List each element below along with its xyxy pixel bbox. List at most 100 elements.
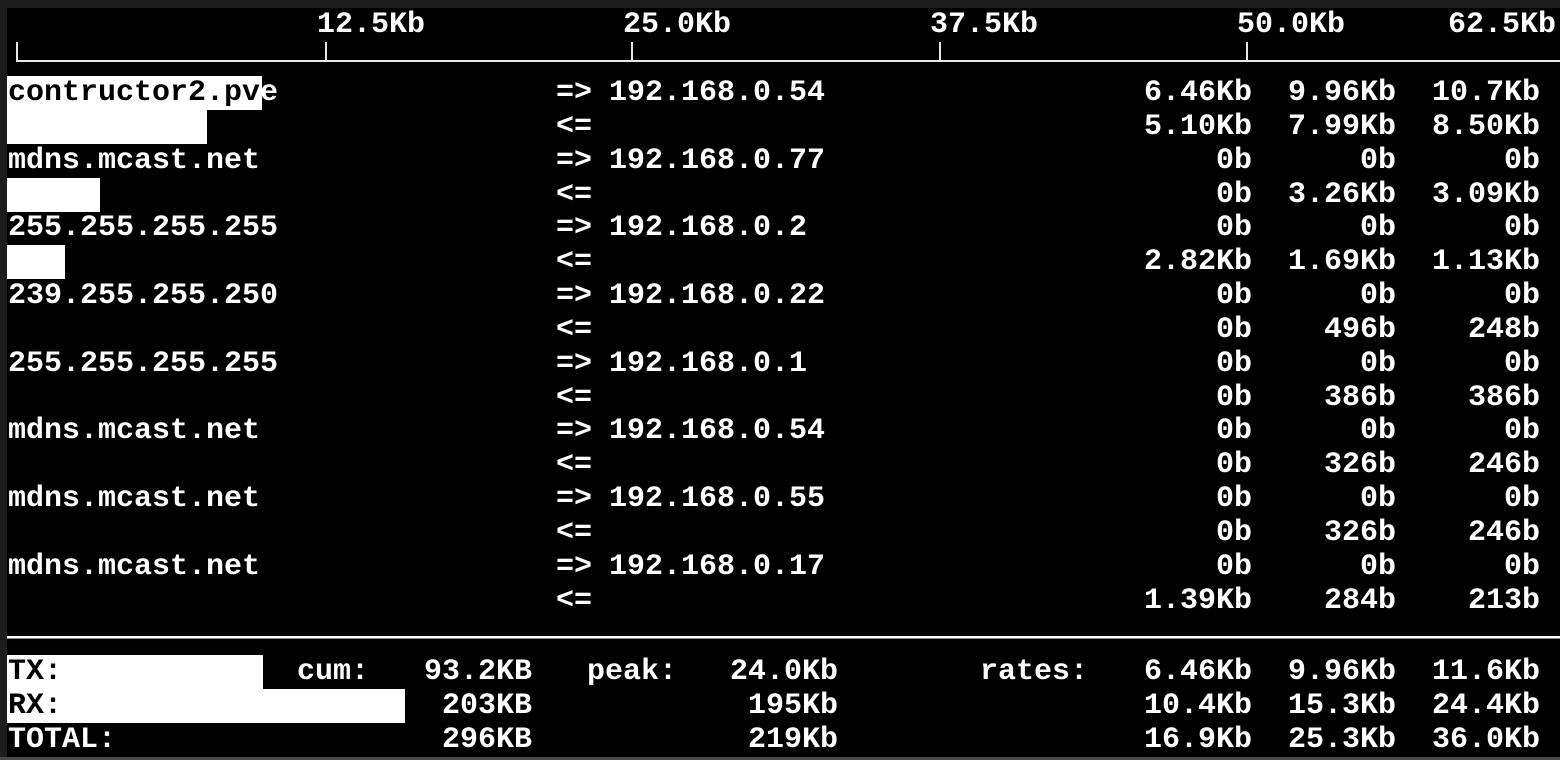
- tx-arrow-icon: =>: [556, 211, 593, 245]
- scale-label-12-5kb: 12.5Kb: [317, 8, 426, 42]
- total-rate-40s: 36.0Kb: [1431, 723, 1540, 757]
- scale-tick-25-0kb: [631, 42, 633, 62]
- scale-tick-12-5kb: [325, 42, 327, 62]
- rate-40s: 3.09Kb: [1431, 178, 1540, 212]
- rate-10s: 284b: [1323, 584, 1396, 618]
- rx-arrow-icon: <=: [556, 448, 593, 482]
- connection-row-rx: <= 0b 326b 246b: [0, 516, 1560, 550]
- tx-label: TX:: [8, 655, 63, 689]
- peer-ip: 192.168.0.17: [609, 550, 826, 584]
- rate-10s: 0b: [1359, 414, 1396, 448]
- peak-header: peak:: [587, 655, 678, 689]
- tx-total-bandwidth-bar: [7, 655, 263, 689]
- connection-row-tx: 255.255.255.255 => 192.168.0.2 0b 0b 0b: [0, 211, 1560, 245]
- tx-bandwidth-bar: [7, 76, 262, 110]
- rate-10s: 0b: [1359, 279, 1396, 313]
- summary-row-rx: RX: 203KB 195Kb 10.4Kb 15.3Kb 24.4Kb: [0, 689, 1560, 723]
- total-cum-value: 296KB: [441, 723, 532, 757]
- rx-arrow-icon: <=: [556, 584, 593, 618]
- rate-40s: 0b: [1503, 347, 1540, 381]
- peer-ip: 192.168.0.1: [609, 347, 808, 381]
- connection-row-rx: <= 0b 326b 246b: [0, 448, 1560, 482]
- source-host: mdns.mcast.net: [8, 144, 261, 178]
- rate-10s: 0b: [1359, 482, 1396, 516]
- rx-bandwidth-bar: [7, 178, 100, 212]
- peer-ip: 192.168.0.22: [609, 279, 826, 313]
- rx-bandwidth-bar: [7, 245, 65, 279]
- rate-40s: 0b: [1503, 550, 1540, 584]
- rate-40s: 0b: [1503, 482, 1540, 516]
- rate-40s: 246b: [1467, 516, 1540, 550]
- terminal-top-edge: [0, 0, 1560, 8]
- rate-10s: 496b: [1323, 313, 1396, 347]
- rate-10s: 7.99Kb: [1287, 110, 1396, 144]
- total-peak-value: 219Kb: [747, 723, 838, 757]
- tx-rate-40s: 11.6Kb: [1431, 655, 1540, 689]
- rate-10s: 0b: [1359, 211, 1396, 245]
- rate-40s: 248b: [1467, 313, 1540, 347]
- connection-row-tx: mdns.mcast.net => 192.168.0.55 0b 0b 0b: [0, 482, 1560, 516]
- rate-2s: 0b: [1215, 313, 1252, 347]
- rate-10s: 3.26Kb: [1287, 178, 1396, 212]
- tx-peak-value: 24.0Kb: [729, 655, 838, 689]
- rate-2s: 0b: [1215, 516, 1252, 550]
- tx-arrow-icon: =>: [556, 279, 593, 313]
- rate-2s: 0b: [1215, 178, 1252, 212]
- tx-arrow-icon: =>: [556, 482, 593, 516]
- rate-2s: 0b: [1215, 414, 1252, 448]
- connection-row-tx: contructor2.pve => 192.168.0.54 6.46Kb 9…: [0, 76, 1560, 110]
- tx-cum-value: 93.2KB: [423, 655, 532, 689]
- scale-label-50-0kb: 50.0Kb: [1237, 8, 1346, 42]
- rate-2s: 0b: [1215, 211, 1252, 245]
- rate-2s: 5.10Kb: [1143, 110, 1252, 144]
- scale-tick-0: [16, 42, 18, 62]
- rx-arrow-icon: <=: [556, 245, 593, 279]
- rx-arrow-icon: <=: [556, 110, 593, 144]
- rate-2s: 0b: [1215, 347, 1252, 381]
- connection-row-tx: mdns.mcast.net => 192.168.0.54 0b 0b 0b: [0, 414, 1560, 448]
- summary-divider-shadow: [7, 638, 1560, 639]
- rate-2s: 0b: [1215, 550, 1252, 584]
- rates-header: rates:: [980, 655, 1089, 689]
- total-rate-2s: 16.9Kb: [1143, 723, 1252, 757]
- rate-2s: 0b: [1215, 381, 1252, 415]
- tx-rate-10s: 9.96Kb: [1287, 655, 1396, 689]
- rate-40s: 213b: [1467, 584, 1540, 618]
- rx-rate-2s: 10.4Kb: [1143, 689, 1252, 723]
- connection-row-tx: 255.255.255.255 => 192.168.0.1 0b 0b 0b: [0, 347, 1560, 381]
- peer-ip: 192.168.0.54: [609, 414, 826, 448]
- rate-40s: 0b: [1503, 144, 1540, 178]
- total-label: TOTAL:: [8, 723, 117, 757]
- peer-ip: 192.168.0.77: [609, 144, 826, 178]
- rate-2s: 0b: [1215, 448, 1252, 482]
- scale-tick-37-5kb: [939, 42, 941, 62]
- source-host: 255.255.255.255: [8, 347, 279, 381]
- tx-arrow-icon: =>: [556, 347, 593, 381]
- rx-rate-40s: 24.4Kb: [1431, 689, 1540, 723]
- connection-row-rx: <= 0b 386b 386b: [0, 381, 1560, 415]
- connection-row-rx: <= 0b 3.26Kb 3.09Kb: [0, 178, 1560, 212]
- total-rate-10s: 25.3Kb: [1287, 723, 1396, 757]
- scale-label-37-5kb: 37.5Kb: [930, 8, 1039, 42]
- connection-row-tx: mdns.mcast.net => 192.168.0.17 0b 0b 0b: [0, 550, 1560, 584]
- rx-bandwidth-bar: [7, 110, 207, 144]
- source-host: mdns.mcast.net: [8, 482, 261, 516]
- rx-arrow-icon: <=: [556, 313, 593, 347]
- rate-10s: 326b: [1323, 516, 1396, 550]
- terminal-left-edge: [0, 0, 7, 760]
- rate-10s: 386b: [1323, 381, 1396, 415]
- rate-10s: 0b: [1359, 144, 1396, 178]
- connection-row-rx: <= 0b 496b 248b: [0, 313, 1560, 347]
- tx-rate-2s: 6.46Kb: [1143, 655, 1252, 689]
- connection-row-rx: <= 5.10Kb 7.99Kb 8.50Kb: [0, 110, 1560, 144]
- rx-rate-10s: 15.3Kb: [1287, 689, 1396, 723]
- connection-row-rx: <= 1.39Kb 284b 213b: [0, 584, 1560, 618]
- source-host: contructor2.pve: [8, 76, 279, 110]
- rate-10s: 1.69Kb: [1287, 245, 1396, 279]
- rate-10s: 0b: [1359, 550, 1396, 584]
- rate-40s: 8.50Kb: [1431, 110, 1540, 144]
- peer-ip: 192.168.0.2: [609, 211, 808, 245]
- scale-label-62-5kb: 62.5Kb: [1448, 8, 1557, 42]
- source-host: mdns.mcast.net: [8, 550, 261, 584]
